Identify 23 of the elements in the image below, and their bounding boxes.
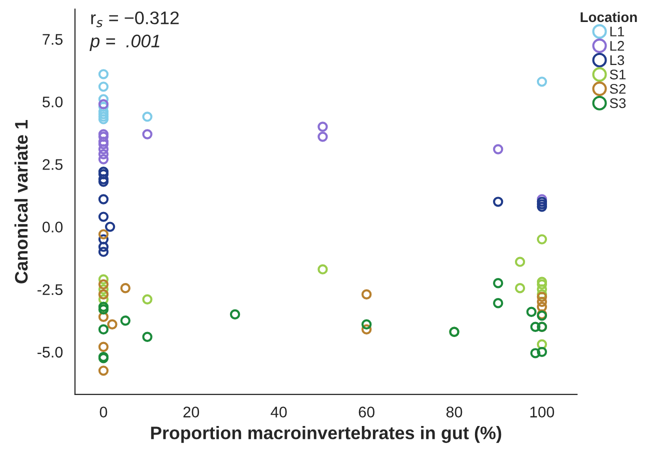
y-tick-label: -5.0 [38,346,63,358]
x-axis-title: Proportion macroinvertebrates in gut (%) [151,426,502,443]
y-tick-label: 5.0 [42,96,63,108]
y-tick-label: 0.0 [42,222,63,232]
legend-label: L3 [610,55,624,66]
x-tick-label: 40 [270,406,287,418]
x-tick-label: 80 [446,406,462,418]
y-tick-label: -2.5 [38,284,63,296]
legend-label: S3 [610,98,626,108]
x-tick-label: 20 [183,406,200,418]
x-tick-label: 0 [100,406,108,418]
legend-label: L2 [610,40,624,51]
x-tick-label: 100 [530,406,554,418]
x-tick-label: 60 [358,406,374,418]
legend-label: S1 [610,70,626,80]
legend-title: Location [580,12,637,22]
legend-label: S2 [610,84,626,94]
legend-label: L1 [610,26,624,36]
annotation: r$_{s}$ = −0.312 [91,11,179,28]
y-tick-label: 7.5 [42,34,63,45]
annotation: p = .001 [90,34,160,51]
y-tick-label: 2.5 [42,159,63,170]
y-axis-title: Canonical variate 1 [14,120,28,284]
